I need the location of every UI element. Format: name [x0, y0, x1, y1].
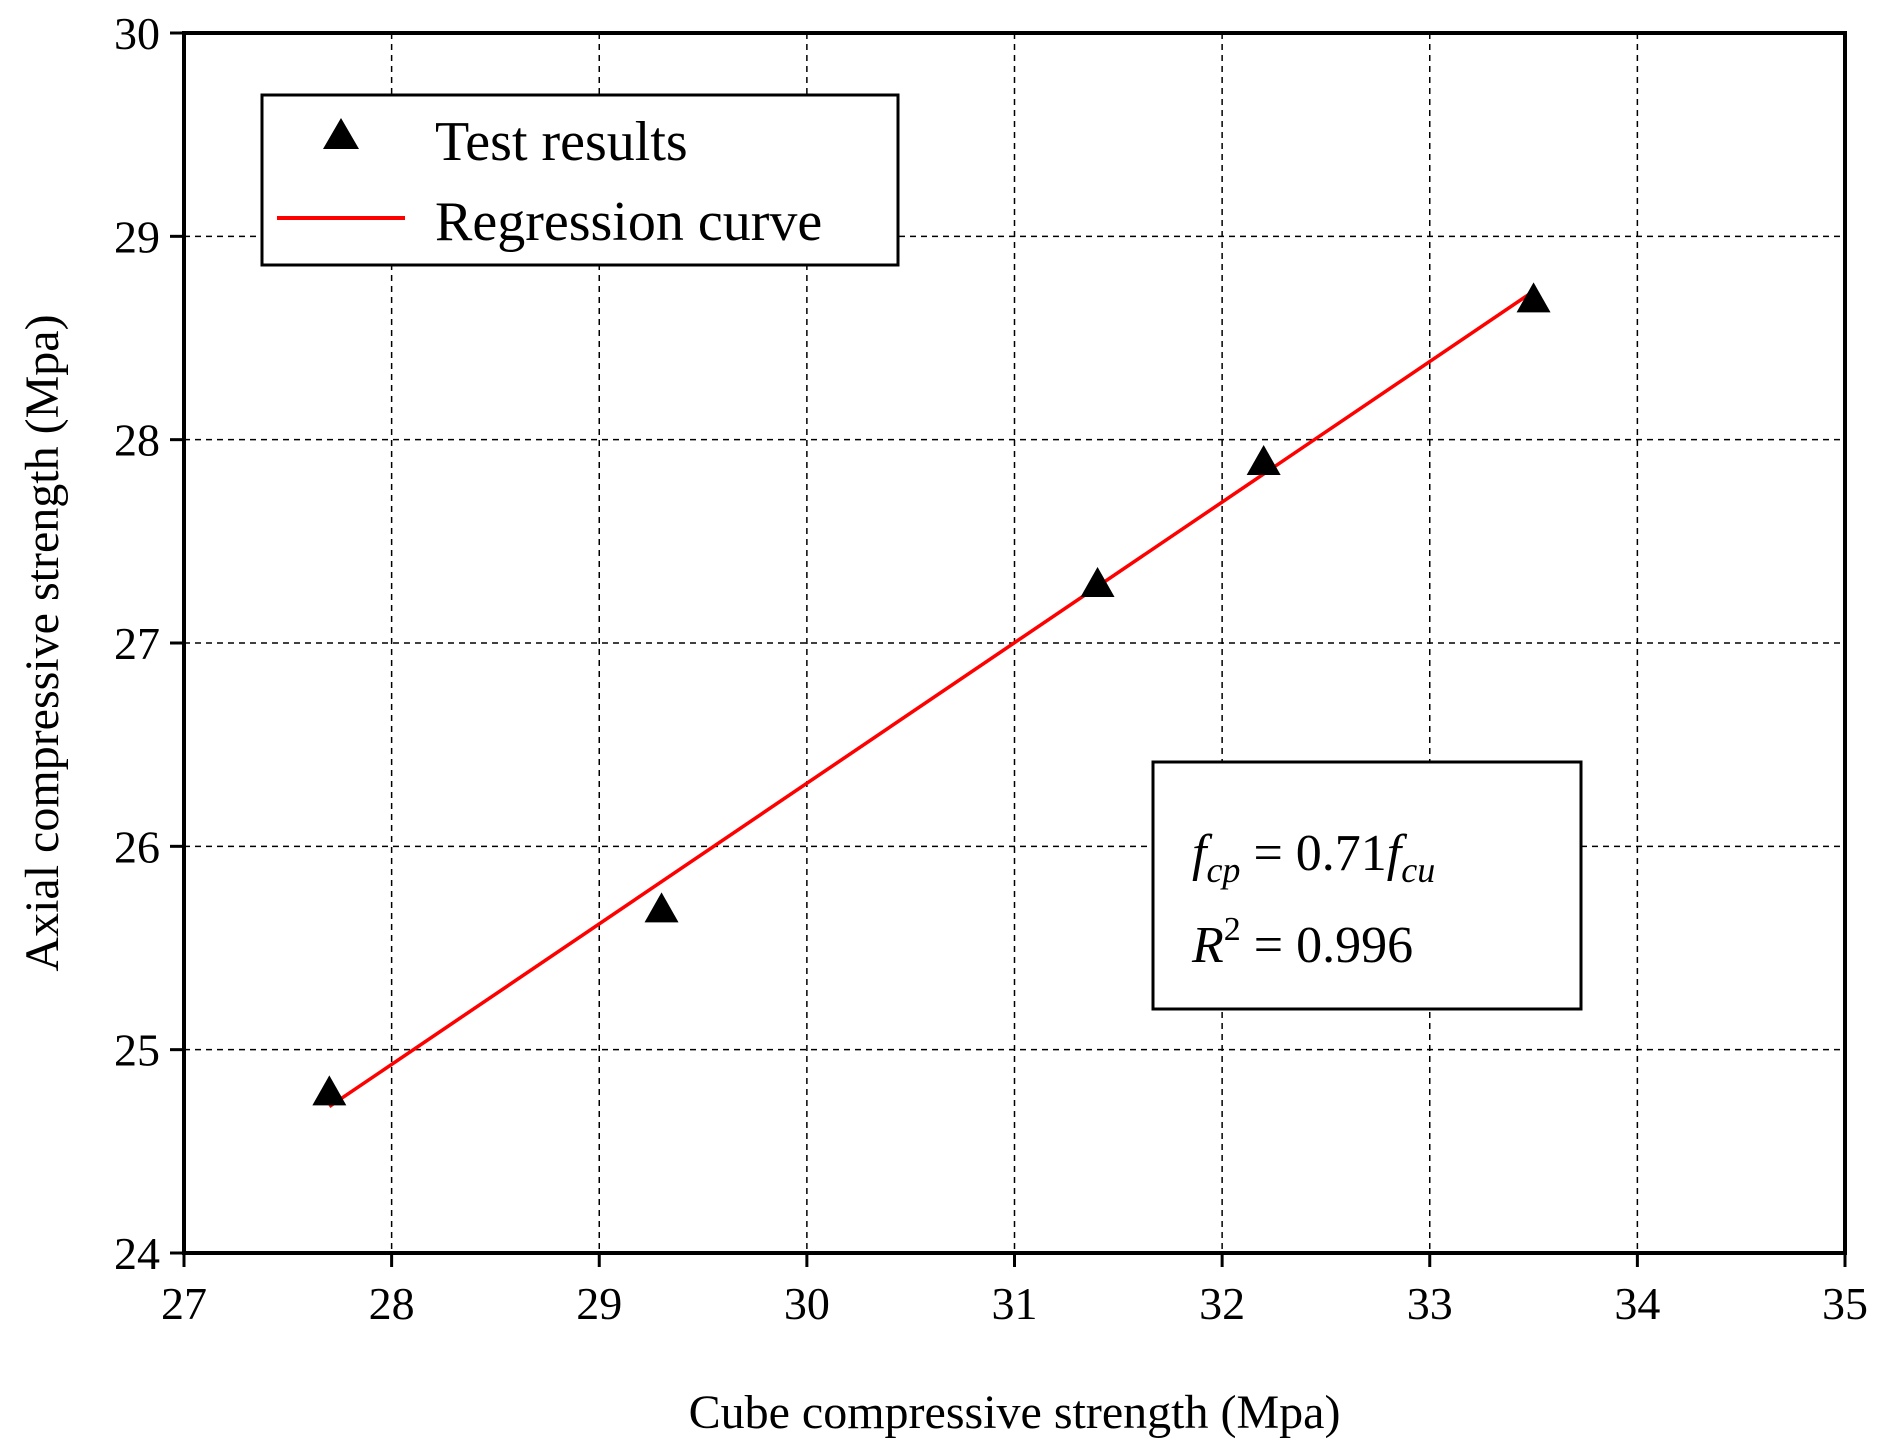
equation-line: fcp = 0.71fcu: [1192, 825, 1435, 890]
regression-equation-box: fcp = 0.71fcu R2 = 0.996: [1151, 760, 1583, 1011]
x-tick-label: 28: [369, 1278, 415, 1329]
y-axis-title: Axial compressive strength (Mpa): [16, 314, 69, 971]
x-tick-label: 33: [1407, 1278, 1453, 1329]
legend-label-test-results: Test results: [435, 111, 688, 173]
r-squared-base: R: [1191, 917, 1224, 974]
x-tick-label: 27: [161, 1278, 207, 1329]
y-tick-label: 29: [114, 211, 160, 262]
x-tick-label: 34: [1614, 1278, 1660, 1329]
legend: Test results Regression curve: [260, 93, 900, 267]
legend-triangle-marker: [323, 118, 359, 149]
axis-ticks: 27 28 29 30 31 32 33 34 35 24 25 26 27 28 29 30: [114, 8, 1868, 1329]
x-tick-label: 29: [576, 1278, 622, 1329]
equation-middle: = 0.71: [1240, 825, 1386, 882]
equation-box-frame: [1151, 760, 1583, 1011]
y-tick-label: 28: [114, 415, 160, 466]
equation-rhs-sub: cu: [1401, 850, 1435, 890]
r-squared-value: = 0.996: [1241, 917, 1413, 974]
data-point-triangle: [312, 1075, 347, 1106]
x-tick-label: 35: [1822, 1278, 1868, 1329]
equation-lhs-sub: cp: [1206, 850, 1240, 890]
y-tick-label: 25: [114, 1025, 160, 1076]
r-squared-line: R2 = 0.996: [1191, 911, 1413, 974]
x-axis-title: Cube compressive strength (Mpa): [689, 1386, 1341, 1439]
data-point-triangle: [1080, 567, 1115, 597]
legend-label-regression-curve: Regression curve: [435, 191, 822, 253]
y-tick-label: 27: [114, 618, 160, 669]
y-tick-label: 30: [114, 8, 160, 59]
data-point-triangle: [1246, 445, 1281, 475]
r-squared-sup: 2: [1224, 911, 1241, 948]
data-point-triangle: [1516, 282, 1551, 313]
series-layer: [312, 282, 1551, 1109]
x-tick-label: 31: [992, 1278, 1038, 1329]
x-tick-label: 30: [784, 1278, 830, 1329]
x-tick-label: 32: [1199, 1278, 1245, 1329]
regression-line: [328, 289, 1535, 1109]
legend-box: [260, 93, 900, 267]
y-tick-label: 26: [114, 821, 160, 872]
data-point-triangle: [644, 892, 679, 923]
y-tick-label: 24: [114, 1228, 160, 1279]
